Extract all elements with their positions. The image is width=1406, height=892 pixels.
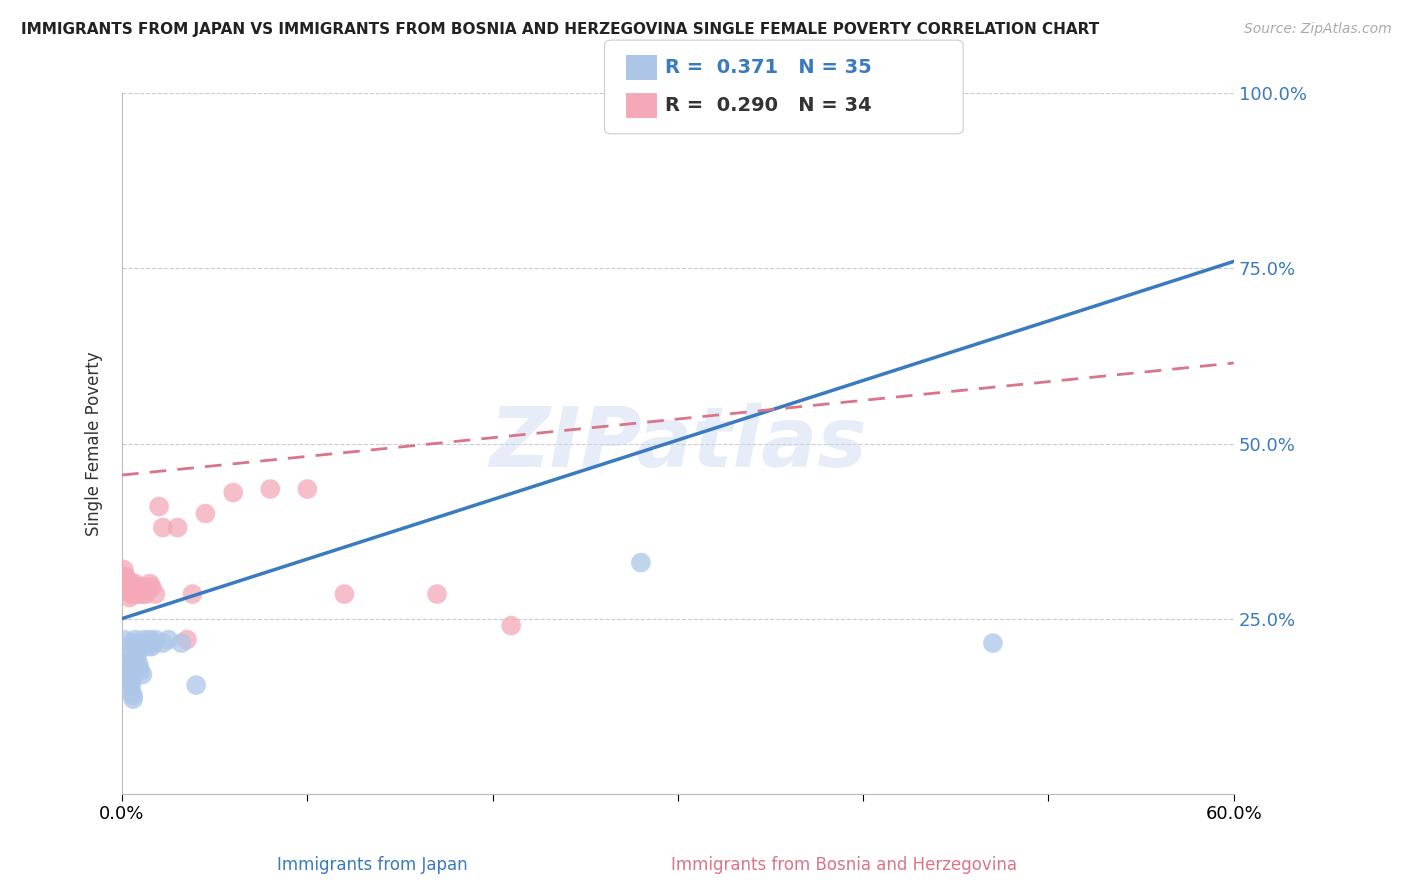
Point [131,587,153,601]
Point [145,632,167,647]
Point [114,657,136,672]
Point [170,636,193,650]
Point [134,580,156,594]
Point [120,587,142,601]
Point [117,660,139,674]
Point [981,636,1004,650]
Point [129,580,152,594]
Text: R =  0.290   N = 34: R = 0.290 N = 34 [665,95,872,115]
Point [128,660,150,674]
Point [131,667,153,681]
Point [142,636,165,650]
Point [122,689,145,703]
Point [125,587,148,601]
Point [152,636,174,650]
Text: ZIPatlas: ZIPatlas [489,403,868,484]
Point [118,580,141,594]
Point [118,591,141,605]
Point [181,587,204,601]
Point [112,569,135,583]
Point [114,650,136,665]
Point [118,667,141,681]
Point [136,640,159,654]
Text: Immigrants from Japan: Immigrants from Japan [277,855,468,873]
Point [630,556,652,570]
Point [112,563,135,577]
Point [139,632,162,647]
Point [112,640,135,654]
Point [114,580,136,594]
Point [194,507,217,521]
Point [186,678,208,692]
Text: IMMIGRANTS FROM JAPAN VS IMMIGRANTS FROM BOSNIA AND HERZEGOVINA SINGLE FEMALE PO: IMMIGRANTS FROM JAPAN VS IMMIGRANTS FROM… [21,22,1099,37]
Point [117,664,139,678]
Point [125,580,148,594]
Point [122,587,145,601]
Text: Immigrants from Bosnia and Herzegovina: Immigrants from Bosnia and Herzegovina [671,855,1017,873]
Point [120,678,142,692]
Point [117,583,139,598]
Point [145,587,167,601]
Text: R =  0.371   N = 35: R = 0.371 N = 35 [665,58,872,78]
Point [297,482,319,496]
Point [134,632,156,647]
Point [124,636,146,650]
Point [333,587,356,601]
Point [125,650,148,665]
Point [124,576,146,591]
Point [141,640,163,654]
Point [501,618,523,632]
Text: Source: ZipAtlas.com: Source: ZipAtlas.com [1244,22,1392,37]
Point [128,587,150,601]
Point [166,520,188,534]
Point [112,632,135,647]
Point [148,500,170,514]
Point [122,692,145,706]
Point [141,580,163,594]
Point [114,569,136,583]
Y-axis label: Single Female Poverty: Single Female Poverty [86,351,103,536]
Point [118,671,141,685]
Point [222,485,245,500]
Point [176,632,198,647]
Point [139,576,162,591]
Point [129,664,152,678]
Point [135,587,157,601]
Point [124,632,146,647]
Point [135,636,157,650]
Point [152,520,174,534]
Point [120,674,142,689]
Point [426,587,449,601]
Point [124,640,146,654]
Point [120,576,142,591]
Point [120,685,142,699]
Point [128,657,150,672]
Point [157,632,180,647]
Point [117,573,139,587]
Point [259,482,281,496]
Point [125,647,148,661]
